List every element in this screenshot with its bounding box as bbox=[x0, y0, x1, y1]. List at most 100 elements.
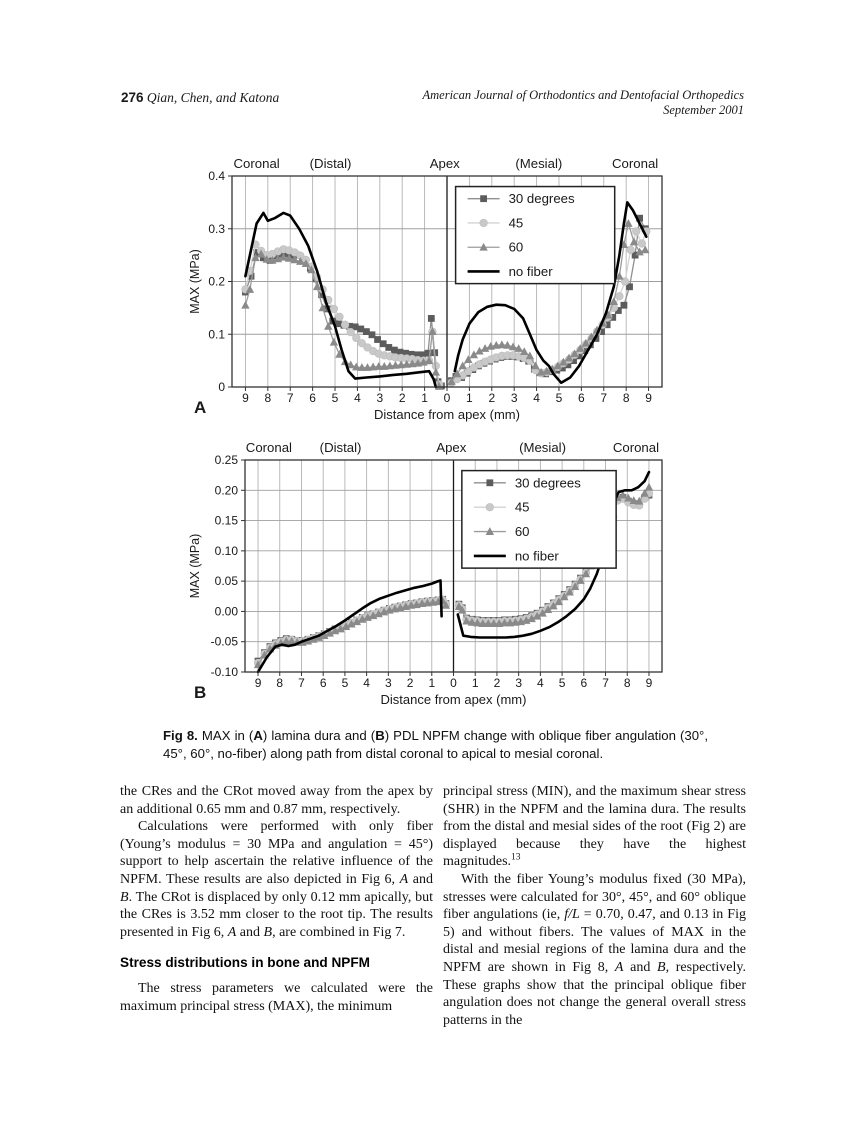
svg-text:Apex: Apex bbox=[436, 440, 466, 455]
svg-text:0.15: 0.15 bbox=[215, 514, 239, 528]
axis-ticks bbox=[228, 175, 650, 391]
section-heading: Stress distributions in bone and NPFM bbox=[120, 955, 370, 971]
svg-text:-0.10: -0.10 bbox=[211, 665, 239, 679]
svg-text:6: 6 bbox=[320, 676, 327, 690]
svg-text:no fiber: no fiber bbox=[509, 264, 554, 279]
series-no-fiber bbox=[256, 470, 651, 674]
svg-text:2: 2 bbox=[399, 391, 406, 405]
svg-text:8: 8 bbox=[276, 676, 283, 690]
svg-text:0.4: 0.4 bbox=[208, 169, 225, 183]
svg-text:7: 7 bbox=[602, 676, 609, 690]
svg-text:2: 2 bbox=[494, 676, 501, 690]
svg-text:(Mesial): (Mesial) bbox=[515, 156, 562, 171]
region-labels: Coronal (Distal) Apex (Mesial) Coronal bbox=[234, 156, 659, 171]
svg-text:45: 45 bbox=[509, 215, 524, 230]
svg-text:1: 1 bbox=[421, 391, 428, 405]
svg-text:(Mesial): (Mesial) bbox=[519, 440, 566, 455]
svg-text:1: 1 bbox=[472, 676, 479, 690]
svg-text:8: 8 bbox=[623, 391, 630, 405]
svg-text:60: 60 bbox=[515, 524, 530, 539]
svg-text:7: 7 bbox=[600, 391, 607, 405]
svg-text:-0.05: -0.05 bbox=[211, 635, 239, 649]
journal-issue-date: September 2001 bbox=[663, 103, 744, 117]
paragraph: With the fiber Young’s modulus fixed (30… bbox=[443, 871, 746, 1028]
svg-text:0.00: 0.00 bbox=[215, 604, 239, 618]
legend: 30 degrees 45 60 no fiber bbox=[454, 185, 616, 285]
svg-text:0.3: 0.3 bbox=[208, 222, 225, 236]
svg-text:9: 9 bbox=[646, 676, 653, 690]
running-head-right: American Journal of Orthodontics and Den… bbox=[423, 88, 745, 118]
chart-panel-b: 9 8 7 6 5 4 3 2 1 0 1 2 3 4 5 6 7 8 9-0.10-0.050.000.050.1… bbox=[188, 440, 663, 707]
authors: Qian, Chen, and Katona bbox=[143, 90, 280, 105]
paragraph: Calculations were performed with only fi… bbox=[120, 819, 433, 940]
svg-text:0.2: 0.2 bbox=[208, 275, 225, 289]
journal-title: American Journal of Orthodontics and Den… bbox=[422, 88, 745, 102]
svg-text:0: 0 bbox=[218, 380, 225, 394]
svg-text:5: 5 bbox=[342, 676, 349, 690]
svg-text:2: 2 bbox=[488, 391, 495, 405]
svg-text:30 degrees: 30 degrees bbox=[509, 191, 575, 206]
svg-text:8: 8 bbox=[264, 391, 271, 405]
axis-ticks bbox=[241, 459, 650, 676]
y-axis-title: MAX (MPa) bbox=[188, 249, 202, 314]
svg-text:6: 6 bbox=[578, 391, 585, 405]
svg-text:3: 3 bbox=[511, 391, 518, 405]
paragraph: The stress parameters we calculated were… bbox=[120, 980, 433, 1014]
paragraph: the CRes and the CRot moved away from th… bbox=[120, 784, 433, 817]
x-axis-title: Distance from apex (mm) bbox=[381, 692, 527, 707]
page-number: 276 bbox=[121, 90, 144, 105]
running-head-left: 276 Qian, Chen, and Katona bbox=[121, 90, 279, 106]
tick-labels: 9 8 7 6 5 4 3 2 1 0 1 2 3 4 5 6 7 8 9-0.10-0.050.000.050.1… bbox=[211, 453, 653, 690]
svg-text:Coronal: Coronal bbox=[234, 156, 280, 171]
svg-text:0: 0 bbox=[450, 676, 457, 690]
legend: 30 degrees 45 60 no fiber bbox=[461, 469, 617, 569]
svg-text:3: 3 bbox=[515, 676, 522, 690]
svg-text:(Distal): (Distal) bbox=[310, 156, 352, 171]
body-right-column: principal stress (MIN), and the maximum … bbox=[443, 783, 746, 1029]
figure-caption: Fig 8. MAX in (A) lamina dura and (B) PD… bbox=[163, 728, 708, 761]
svg-text:7: 7 bbox=[287, 391, 294, 405]
svg-text:9: 9 bbox=[255, 676, 262, 690]
svg-text:5: 5 bbox=[556, 391, 563, 405]
svg-text:Coronal: Coronal bbox=[246, 440, 292, 455]
svg-text:0.05: 0.05 bbox=[215, 574, 239, 588]
series-60 bbox=[241, 219, 650, 390]
body-left-column: the CRes and the CRot moved away from th… bbox=[120, 783, 433, 1015]
svg-text:Coronal: Coronal bbox=[612, 156, 658, 171]
svg-text:4: 4 bbox=[537, 676, 544, 690]
series-group bbox=[241, 201, 651, 390]
tick-labels: 9 8 7 6 5 4 3 2 1 0 1 2 3 4 5 6 7 8 900.10.20.30.4 bbox=[208, 169, 652, 405]
svg-text:9: 9 bbox=[645, 391, 652, 405]
svg-text:60: 60 bbox=[509, 240, 524, 255]
y-axis-title: MAX (MPa) bbox=[188, 534, 202, 599]
svg-text:30 degrees: 30 degrees bbox=[515, 475, 581, 490]
series-group bbox=[253, 470, 654, 674]
svg-text:5: 5 bbox=[559, 676, 566, 690]
panel-letter: B bbox=[194, 683, 206, 702]
svg-text:Apex: Apex bbox=[430, 156, 460, 171]
x-axis-title: Distance from apex (mm) bbox=[374, 407, 520, 422]
chart-panel-a: 9 8 7 6 5 4 3 2 1 0 1 2 3 4 5 6 7 8 900.10.20.30.4Coronal(… bbox=[188, 156, 663, 422]
svg-text:0.10: 0.10 bbox=[215, 544, 239, 558]
svg-text:9: 9 bbox=[242, 391, 249, 405]
svg-text:2: 2 bbox=[407, 676, 414, 690]
svg-text:7: 7 bbox=[298, 676, 305, 690]
svg-text:no fiber: no fiber bbox=[515, 548, 560, 563]
svg-text:(Distal): (Distal) bbox=[320, 440, 362, 455]
svg-text:5: 5 bbox=[332, 391, 339, 405]
svg-text:Coronal: Coronal bbox=[613, 440, 659, 455]
svg-text:0.1: 0.1 bbox=[208, 327, 225, 341]
svg-text:3: 3 bbox=[376, 391, 383, 405]
svg-text:45: 45 bbox=[515, 500, 530, 515]
svg-text:4: 4 bbox=[363, 676, 370, 690]
panel-letter: A bbox=[194, 398, 206, 417]
svg-text:6: 6 bbox=[580, 676, 587, 690]
paragraph: principal stress (MIN), and the maximum … bbox=[443, 784, 746, 870]
svg-text:8: 8 bbox=[624, 676, 631, 690]
svg-text:4: 4 bbox=[354, 391, 361, 405]
svg-text:1: 1 bbox=[428, 676, 435, 690]
svg-text:0: 0 bbox=[444, 391, 451, 405]
svg-text:4: 4 bbox=[533, 391, 540, 405]
svg-text:0.20: 0.20 bbox=[215, 483, 239, 497]
